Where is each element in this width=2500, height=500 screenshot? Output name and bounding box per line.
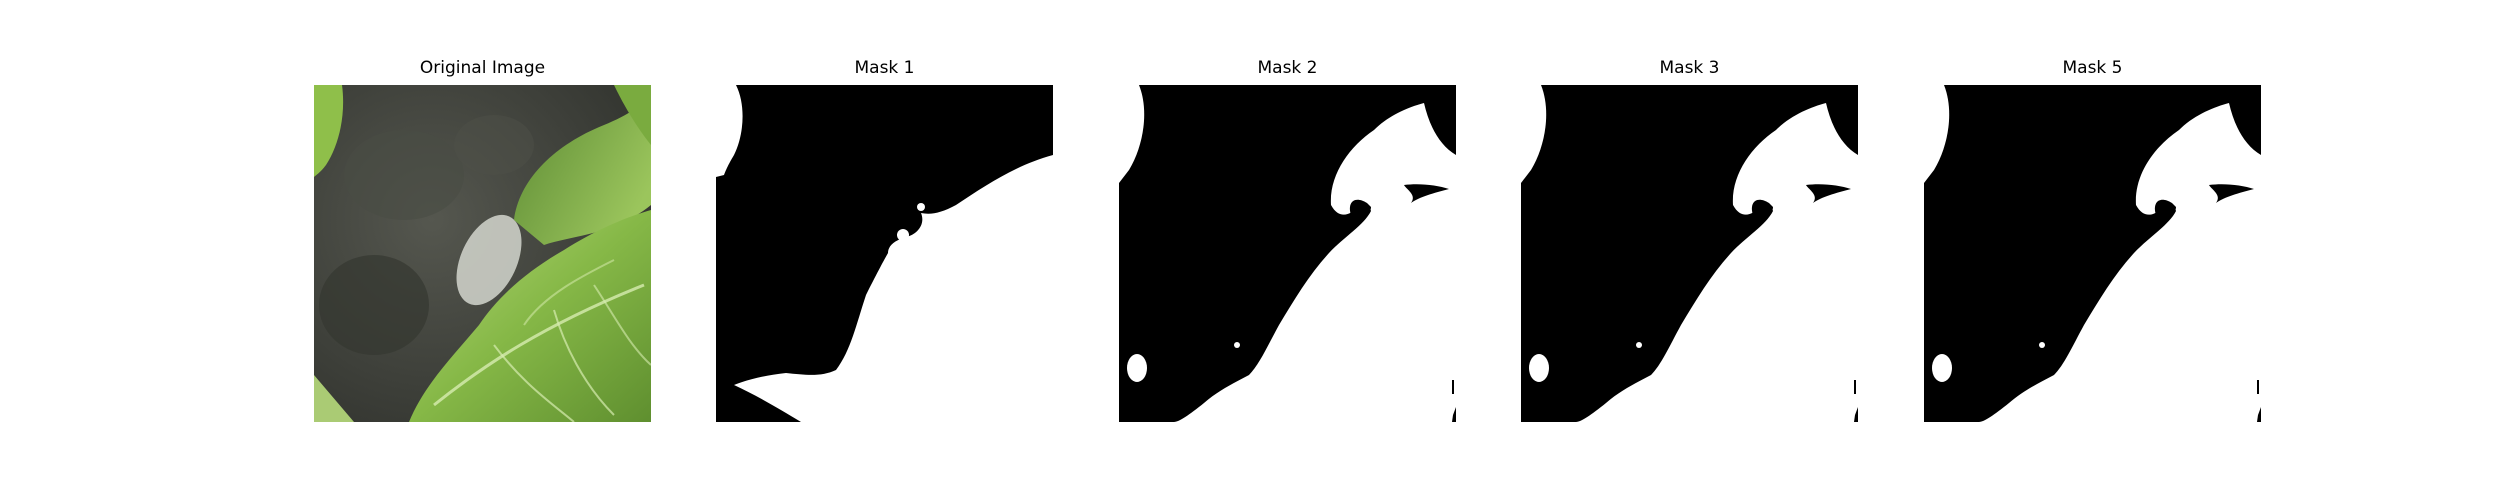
mask-5-title: Mask 5 — [2062, 58, 2123, 78]
original-image-title: Original Image — [419, 58, 546, 78]
mask-2-image — [1119, 85, 1456, 422]
mask-1-title: Mask 1 — [854, 58, 915, 78]
mask-2-title: Mask 2 — [1257, 58, 1318, 78]
mask-1-image — [716, 85, 1053, 422]
mask-3-title: Mask 3 — [1659, 58, 1720, 78]
original-image — [314, 85, 651, 422]
mask-3-image — [1521, 85, 1858, 422]
mask-5-image — [1924, 85, 2261, 422]
